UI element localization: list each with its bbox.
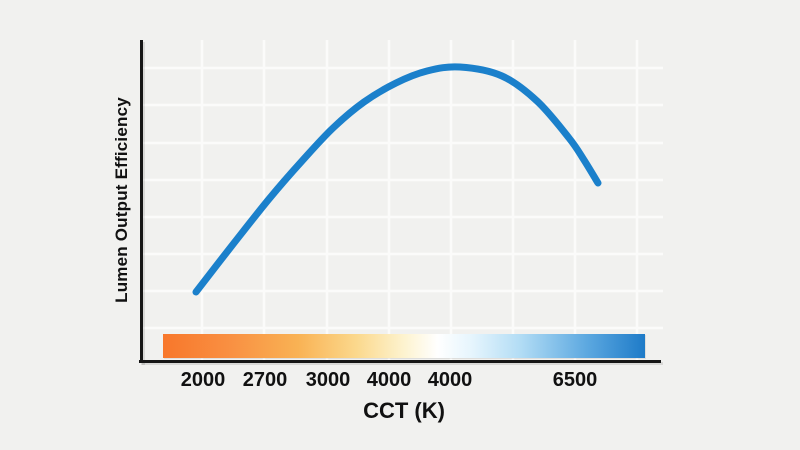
x-tick-4000-a: 4000	[366, 369, 412, 391]
y-axis-line	[140, 40, 143, 363]
x-axis-title: CCT (K)	[363, 398, 445, 423]
x-tick-2000: 2000	[180, 369, 226, 391]
x-tick-3000: 3000	[305, 369, 351, 391]
gridlines	[142, 40, 663, 360]
x-axis-line	[139, 360, 661, 363]
y-axis-title: Lumen Output Efficiency	[112, 97, 131, 303]
cct-gradient-colorbar	[163, 334, 645, 358]
efficiency-curve	[192, 63, 602, 296]
x-tick-2700: 2700	[242, 369, 288, 391]
x-tick-4000-b: 4000	[427, 369, 473, 391]
x-tick-6500: 6500	[552, 369, 598, 391]
